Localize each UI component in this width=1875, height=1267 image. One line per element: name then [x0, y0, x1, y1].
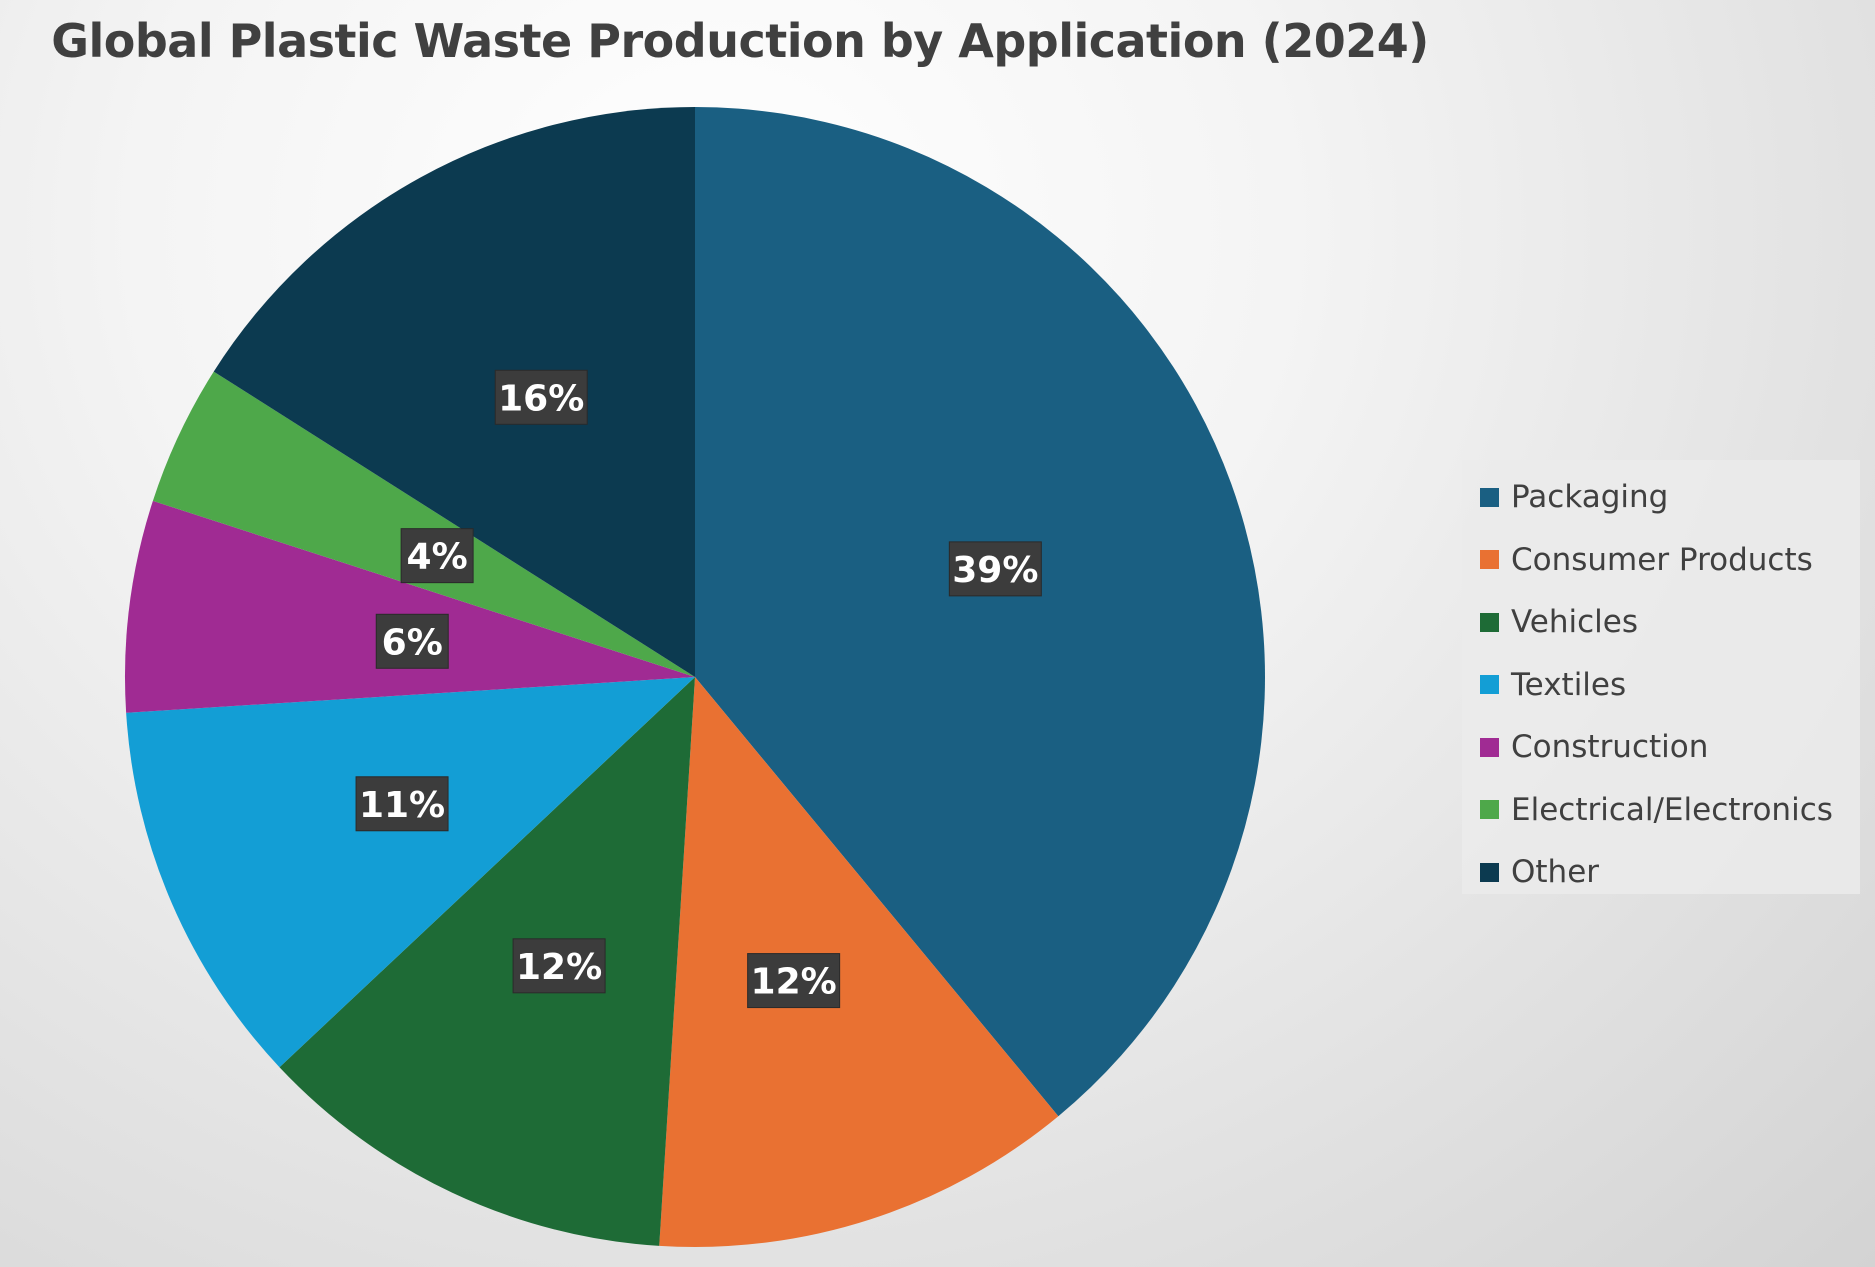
- data-label-vehicles: 12%: [512, 938, 606, 994]
- data-label-text: 11%: [359, 785, 445, 826]
- legend-swatch: [1480, 487, 1499, 507]
- data-label-consumer-products: 12%: [747, 953, 841, 1009]
- legend-swatch: [1480, 800, 1499, 820]
- legend-swatch: [1480, 737, 1499, 757]
- pie-slice-electrical-electronics: [152, 371, 696, 677]
- legend-label: Textiles: [1511, 666, 1627, 703]
- legend-item-construction: Construction: [1480, 716, 1860, 779]
- data-label-textiles: 11%: [355, 776, 449, 832]
- data-label-box: [375, 613, 449, 669]
- data-label-electrical-electronics: 4%: [400, 528, 474, 584]
- legend-swatch: [1480, 675, 1499, 695]
- legend-swatch: [1480, 550, 1499, 570]
- pie-slice-vehicles: [279, 677, 695, 1246]
- pie-slice-construction: [125, 500, 695, 713]
- legend-item-consumer-products: Consumer Products: [1480, 529, 1860, 592]
- legend-label: Consumer Products: [1511, 541, 1813, 578]
- data-label-box: [512, 938, 606, 994]
- chart-title: Global Plastic Waste Production by Appli…: [51, 14, 1429, 68]
- chart-legend: Packaging Consumer Products Vehicles Textil…: [1462, 460, 1860, 894]
- pie-slice-consumer-products: [659, 677, 1059, 1247]
- legend-label: Packaging: [1511, 479, 1669, 516]
- legend-label: Electrical/Electronics: [1511, 791, 1833, 828]
- data-label-other: 16%: [494, 369, 588, 425]
- legend-label: Construction: [1511, 729, 1709, 766]
- data-label-text: 12%: [516, 947, 602, 988]
- legend-swatch: [1480, 612, 1499, 632]
- data-label-box: [355, 776, 449, 832]
- legend-label: Vehicles: [1511, 604, 1639, 641]
- data-label-text: 4%: [407, 537, 468, 578]
- pie-slice-other: [213, 107, 695, 677]
- pie-slice-textiles: [126, 677, 696, 1068]
- legend-swatch: [1480, 862, 1499, 882]
- pie-slice-packaging: [695, 107, 1265, 1117]
- data-label-construction: 6%: [375, 613, 449, 669]
- data-label-text: 39%: [952, 550, 1038, 591]
- data-label-packaging: 39%: [948, 541, 1042, 597]
- data-label-box: [494, 369, 588, 425]
- legend-item-packaging: Packaging: [1480, 466, 1860, 529]
- data-label-text: 6%: [382, 622, 443, 663]
- legend-item-electrical-electronics: Electrical/Electronics: [1480, 779, 1860, 842]
- data-label-box: [948, 541, 1042, 597]
- data-label-box: [747, 953, 841, 1009]
- legend-label: Other: [1511, 854, 1600, 891]
- legend-item-vehicles: Vehicles: [1480, 591, 1860, 654]
- data-label-text: 16%: [498, 378, 584, 419]
- legend-item-textiles: Textiles: [1480, 654, 1860, 717]
- data-label-text: 12%: [751, 962, 837, 1003]
- legend-item-other: Other: [1480, 841, 1860, 904]
- data-label-box: [400, 528, 474, 584]
